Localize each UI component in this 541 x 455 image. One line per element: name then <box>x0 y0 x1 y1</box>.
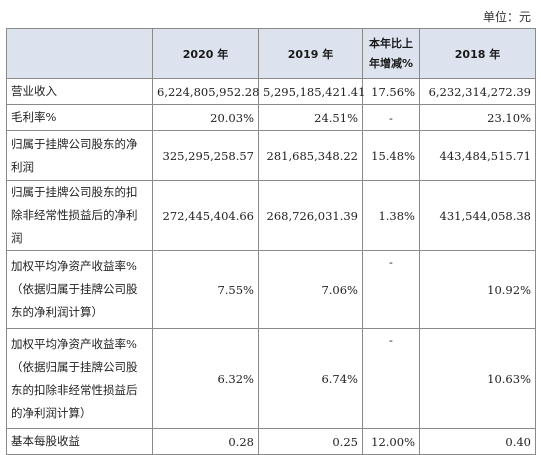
cell-change: - <box>362 328 420 429</box>
cell-change: 15.48% <box>362 130 420 181</box>
cell-change: 12.00% <box>362 428 420 455</box>
table-row: 归属于挂牌公司股东的净利润 325,295,258.57 281,685,348… <box>6 130 536 181</box>
cell-2018: 23.10% <box>419 104 536 131</box>
table-row: 毛利率% 20.03% 24.51% - 23.10% <box>6 104 536 131</box>
cell-2018: 0.40 <box>419 428 536 455</box>
header-2018: 2018 年 <box>419 28 536 79</box>
unit-label: 单位：元 <box>482 10 531 24</box>
cell-2018: 443,484,515.71 <box>419 130 536 181</box>
cell-2019: 24.51% <box>258 104 363 131</box>
cell-change-value: - <box>389 255 393 269</box>
row-label: 毛利率% <box>6 104 153 131</box>
table-row: 营业收入 6,224,805,952.28 5,295,185,421.41 1… <box>6 78 536 105</box>
cell-2019: 7.06% <box>258 250 363 329</box>
header-change-line1: 本年比上 <box>369 36 413 50</box>
cell-2018: 431,544,058.38 <box>419 180 536 251</box>
row-label: 归属于挂牌公司股东的扣除非经常性损益后的净利润 <box>6 180 153 251</box>
header-blank <box>6 28 153 79</box>
header-2020: 2020 年 <box>152 28 259 79</box>
cell-change: 1.38% <box>362 180 420 251</box>
row-label: 基本每股收益 <box>6 428 153 455</box>
row-label: 加权平均净资产收益率%（依据归属于挂牌公司股东的扣除非经常性损益后的净利润计算） <box>6 328 153 429</box>
header-2019: 2019 年 <box>258 28 363 79</box>
cell-2019: 0.25 <box>258 428 363 455</box>
cell-2018: 10.63% <box>419 328 536 429</box>
cell-2020: 6.32% <box>152 328 259 429</box>
cell-2020: 6,224,805,952.28 <box>152 78 259 105</box>
table-row: 归属于挂牌公司股东的扣除非经常性损益后的净利润 272,445,404.66 2… <box>6 180 536 251</box>
cell-2020: 272,445,404.66 <box>152 180 259 251</box>
header-change: 本年比上 年增减% <box>362 28 420 79</box>
row-label: 归属于挂牌公司股东的净利润 <box>6 130 153 181</box>
cell-2020: 20.03% <box>152 104 259 131</box>
cell-2019: 5,295,185,421.41 <box>258 78 365 105</box>
cell-change: - <box>362 250 420 329</box>
table-row: 基本每股收益 0.28 0.25 12.00% 0.40 <box>6 428 536 455</box>
cell-2018: 6,232,314,272.39 <box>419 78 536 105</box>
cell-2019: 6.74% <box>258 328 363 429</box>
cell-change: - <box>362 104 420 131</box>
cell-change-value: - <box>389 333 393 347</box>
financial-summary-table: 2020 年 2019 年 本年比上 年增减% 2018 年 营业收入 6,22… <box>6 28 536 455</box>
cell-2020: 7.55% <box>152 250 259 329</box>
cell-2018: 10.92% <box>419 250 536 329</box>
table-row: 加权平均净资产收益率%（依据归属于挂牌公司股东的扣除非经常性损益后的净利润计算）… <box>6 328 536 429</box>
table-row: 加权平均净资产收益率%（依据归属于挂牌公司股东的净利润计算） 7.55% 7.0… <box>6 250 536 329</box>
row-label: 营业收入 <box>6 78 153 105</box>
cell-2019: 281,685,348.22 <box>258 130 363 181</box>
cell-change: 17.56% <box>362 78 420 105</box>
cell-2020: 0.28 <box>152 428 259 455</box>
table-header-row: 2020 年 2019 年 本年比上 年增减% 2018 年 <box>6 28 536 79</box>
cell-2020: 325,295,258.57 <box>152 130 259 181</box>
cell-2019: 268,726,031.39 <box>258 180 363 251</box>
header-change-line2: 年增减% <box>368 56 414 70</box>
row-label: 加权平均净资产收益率%（依据归属于挂牌公司股东的净利润计算） <box>6 250 153 329</box>
